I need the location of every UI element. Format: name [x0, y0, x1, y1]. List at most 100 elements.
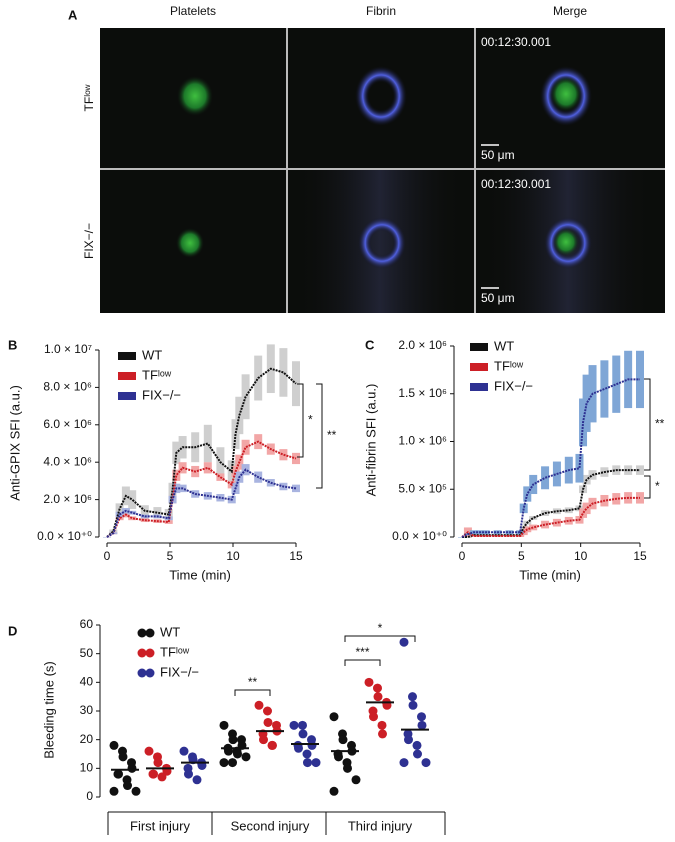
legend-label: TFˡᵒʷ	[160, 644, 190, 659]
series-line	[106, 367, 297, 538]
data-point	[399, 637, 409, 647]
data-point	[149, 769, 158, 779]
data-point	[408, 700, 418, 710]
column-label: Platelets	[170, 4, 216, 18]
significance-label: **	[655, 417, 665, 431]
significance-label: *	[308, 413, 313, 427]
data-point	[157, 772, 167, 782]
significance-bracket	[316, 383, 323, 489]
y-axis-label: Anti-GPIX SFI (a.u.)	[7, 385, 22, 501]
data-point	[127, 763, 137, 773]
data-point	[413, 749, 422, 759]
data-point	[417, 720, 427, 730]
timestamp: 00:12:30.001	[481, 177, 551, 191]
data-point	[373, 683, 382, 693]
legend-swatch	[118, 392, 136, 400]
error-band	[279, 449, 288, 461]
y-axis-label: Bleeding time (s)	[41, 661, 56, 759]
data-point	[298, 729, 308, 739]
legend-swatch	[118, 352, 136, 360]
data-point	[302, 749, 312, 759]
series-line	[461, 496, 640, 538]
data-point	[364, 677, 374, 687]
data-point	[109, 740, 119, 750]
platelet-signal	[553, 228, 579, 256]
data-point	[294, 743, 303, 753]
x-tick-label: 15	[289, 549, 303, 563]
y-tick-label: 20	[80, 732, 94, 746]
legend-label: WT	[494, 338, 514, 353]
platelet-signal	[177, 76, 213, 116]
y-tick-label: 1.0 × 10⁷	[44, 342, 92, 356]
data-point	[373, 692, 383, 702]
legend-label: FIX−/−	[142, 387, 181, 402]
y-tick-label: 0.0 × 10⁺⁰	[37, 529, 92, 543]
legend-swatch	[137, 648, 147, 658]
data-point	[184, 769, 193, 779]
data-point	[351, 775, 361, 785]
x-tick-label: 0	[104, 549, 111, 563]
panel-label: A	[68, 7, 78, 22]
data-point	[131, 786, 141, 796]
y-tick-label: 2.0 × 10⁶	[43, 492, 92, 506]
error-band	[115, 516, 124, 521]
y-tick-label: 10	[80, 761, 94, 775]
error-band	[612, 355, 621, 413]
data-point	[263, 717, 273, 727]
data-point	[192, 775, 202, 785]
significance-label: **	[248, 675, 258, 689]
significance-label: *	[378, 621, 383, 635]
legend-label: TFˡᵒʷ	[142, 367, 172, 382]
significance-label: **	[327, 428, 337, 442]
series-line	[461, 378, 640, 538]
x-axis-label: Time (min)	[519, 567, 581, 582]
data-point	[144, 746, 154, 756]
data-point	[289, 720, 299, 730]
data-point	[404, 735, 413, 745]
data-point	[219, 758, 229, 768]
data-point	[377, 720, 387, 730]
data-point	[241, 752, 251, 762]
series-line	[462, 469, 640, 538]
row-label: TFˡᵒʷ	[82, 84, 96, 111]
panel-label: B	[8, 337, 17, 352]
data-point	[298, 720, 307, 730]
data-point	[338, 735, 348, 745]
error-band	[128, 516, 137, 521]
legend-label: TFˡᵒʷ	[494, 358, 524, 373]
legend-swatch	[145, 628, 155, 638]
data-point	[334, 752, 343, 762]
legend-swatch	[137, 628, 147, 638]
data-point	[417, 712, 426, 722]
error-band	[493, 534, 502, 537]
data-point	[329, 786, 339, 796]
scale-bar-label: 50 μm	[481, 291, 515, 305]
platelet-signal	[550, 76, 582, 112]
scale-bar-label: 50 μm	[481, 148, 515, 162]
legend-swatch	[145, 668, 155, 678]
error-band	[292, 452, 300, 465]
data-point	[343, 763, 352, 773]
error-band	[279, 348, 288, 397]
error-band	[103, 537, 111, 538]
timestamp: 00:12:30.001	[481, 35, 551, 49]
error-band	[529, 515, 538, 520]
data-point	[408, 692, 417, 702]
error-band	[552, 518, 561, 527]
x-axis-label: Time (min)	[169, 567, 231, 582]
legend-label: FIX−/−	[160, 664, 199, 679]
panel-a: A Platelets Fibrin Merge TFˡᵒʷ FIX−/− 00…	[68, 4, 665, 313]
significance-bracket	[297, 383, 304, 458]
significance-bracket	[644, 378, 651, 471]
legend-swatch	[118, 372, 136, 380]
data-point	[123, 781, 132, 791]
error-band	[600, 360, 609, 418]
y-tick-label: 2.0 × 10⁶	[398, 338, 447, 352]
error-band	[516, 530, 525, 535]
significance-label: ***	[355, 645, 369, 659]
x-tick-label: First injury	[130, 818, 190, 833]
y-tick-label: 50	[80, 646, 94, 660]
y-tick-label: 30	[80, 703, 94, 717]
legend-swatch	[470, 383, 488, 391]
data-point	[421, 758, 431, 768]
